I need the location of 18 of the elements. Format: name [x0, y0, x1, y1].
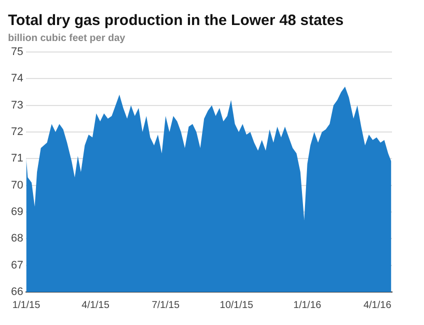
y-tick-label: 69 [10, 206, 24, 218]
chart-title: Total dry gas production in the Lower 48 states [8, 12, 344, 30]
x-tick-label: 10/1/15 [220, 300, 254, 311]
y-tick-label: 74 [10, 72, 24, 85]
y-tick-label: 66 [10, 286, 24, 298]
chart-subtitle: billion cubic feet per day [8, 32, 126, 44]
y-tick-label: 75 [10, 46, 24, 58]
x-tick-label: 1/1/16 [293, 300, 322, 311]
x-tick-label: 7/1/15 [152, 300, 180, 311]
y-tick-label: 72 [10, 126, 24, 138]
y-tick-label: 71 [10, 152, 24, 165]
y-tick-label: 73 [10, 99, 24, 112]
y-tick-label: 67 [10, 259, 24, 272]
y-tick-label: 70 [10, 179, 24, 192]
x-tick-label: 4/1/16 [363, 300, 392, 311]
y-tick-label: 68 [10, 232, 24, 245]
x-tick-label: 1/1/15 [12, 300, 41, 311]
x-tick-label: 4/1/15 [82, 300, 110, 311]
